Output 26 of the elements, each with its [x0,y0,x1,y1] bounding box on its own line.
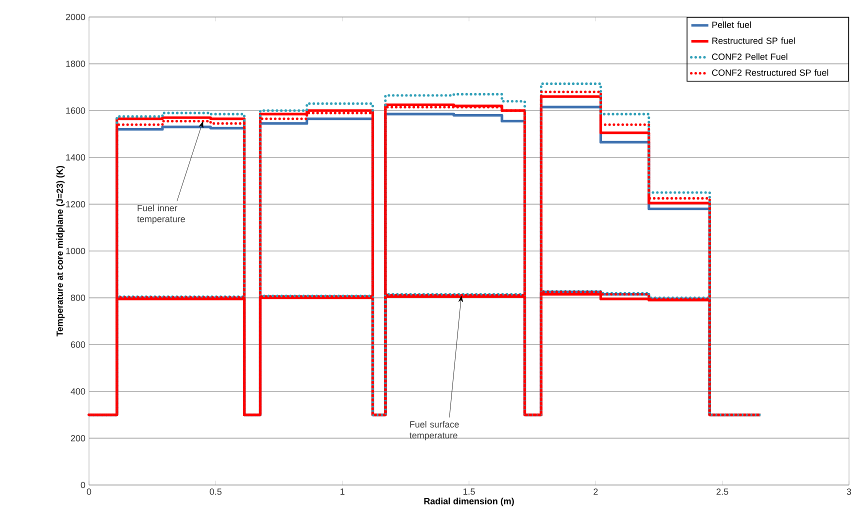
x-tick-label: 2.5 [716,488,728,495]
y-axis-title: Temperature at core midplane (J=23) (K) [56,166,65,336]
y-tick-label: 1000 [66,248,86,254]
y-tick-label: 400 [70,388,86,395]
y-tick-label: 1400 [66,154,86,161]
legend-label: Pellet fuel [712,21,751,28]
y-tick-label: 2000 [66,14,86,20]
x-tick-label: 1.5 [463,488,475,495]
annotation: Fuel surface temperature [410,420,459,440]
x-tick-label: 2 [594,488,598,495]
y-tick-label: 1800 [66,60,86,67]
y-tick-label: 0 [80,482,86,488]
legend-label: CONF2 Pellet Fuel [712,53,788,60]
y-tick-label: 1600 [66,107,86,114]
x-tick-label: 0.5 [210,488,222,495]
x-tick-label: 1 [340,488,344,495]
x-axis-title: Radial dimension (m) [424,498,514,506]
legend-label: Restructured SP fuel [712,37,795,44]
y-tick-label: 1200 [66,201,86,208]
annotation: Fuel inner temperature [137,204,185,224]
y-tick-label: 600 [70,341,86,348]
y-tick-label: 800 [70,294,86,301]
x-tick-label: 3 [846,488,852,495]
x-tick-label: 0 [86,488,92,495]
y-tick-label: 200 [70,435,86,442]
legend-label: CONF2 Restructured SP fuel [712,69,828,76]
